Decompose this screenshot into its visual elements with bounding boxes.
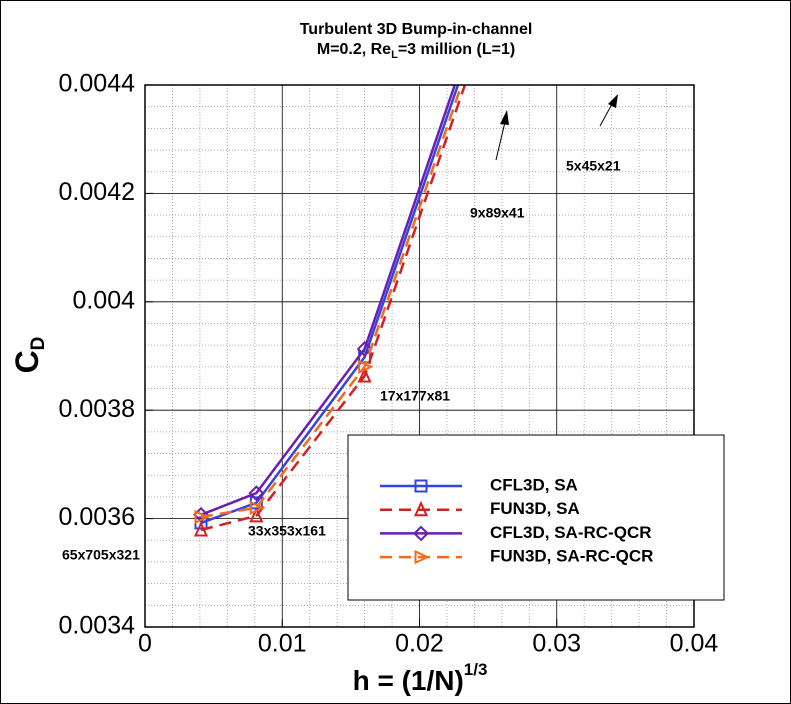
plot-area <box>193 85 467 537</box>
marker <box>193 521 209 537</box>
series-line <box>200 85 467 532</box>
marker <box>357 367 372 383</box>
y-tick-label: 0.0042 <box>59 178 135 206</box>
legend-label: FUN3D, SA <box>490 499 580 518</box>
series-line <box>200 85 463 519</box>
x-tick-label: 0.01 <box>258 630 307 658</box>
legend-label: FUN3D, SA-RC-QCR <box>490 547 653 566</box>
arrows <box>495 94 618 161</box>
marker <box>249 506 264 523</box>
subtitle-subscript: L <box>391 49 398 61</box>
x-tick-label: 0 <box>138 630 152 658</box>
marker <box>414 550 430 565</box>
marker <box>358 359 374 374</box>
legend-box <box>347 434 725 601</box>
arrow <box>599 103 613 127</box>
annotation: 17x177x81 <box>380 388 450 404</box>
y-tick-label: 0.0036 <box>59 503 135 531</box>
y-label-text: C <box>9 350 45 373</box>
chart-subtitle: M=0.2, ReL=3 million (L=1) <box>317 41 515 61</box>
y-tick-label: 0.0038 <box>59 395 135 423</box>
x-label-text: h = (1/N) <box>353 665 464 696</box>
x-axis-label: h = (1/N)1/3 <box>353 660 488 696</box>
x-label-superscript: 1/3 <box>464 660 488 679</box>
annotation: 5x45x21 <box>566 158 621 174</box>
ticks: 0 0.01 0.02 0.03 0.04 0.0034 0.0036 0.0038 0.004… <box>59 70 719 658</box>
x-tick-label: 0.04 <box>670 630 719 658</box>
arrow-head <box>500 110 509 125</box>
y-label-subscript: D <box>28 337 49 351</box>
subtitle-text: M=0.2, Re <box>317 41 391 58</box>
y-tick-label: 0.0044 <box>59 70 136 98</box>
marker <box>249 500 266 515</box>
subtitle-text: =3 million (L=1) <box>398 41 515 58</box>
marker <box>413 500 429 517</box>
y-tick-label: 0.0034 <box>59 612 136 640</box>
legend-label: CFL3D, SA-RC-QCR <box>490 523 652 542</box>
annotation: 9x89x41 <box>470 205 525 221</box>
arrow-head <box>608 94 618 108</box>
x-tick-label: 0.02 <box>395 630 444 658</box>
marker <box>356 341 373 357</box>
chart-title: Turbulent 3D Bump-in-channel <box>300 21 533 38</box>
y-axis-label: CD <box>9 337 49 374</box>
marker <box>248 485 265 502</box>
series-line <box>200 85 457 516</box>
legend-label: CFL3D, SA <box>490 475 578 494</box>
legend: CFL3D, SA FUN3D, SA CFL3D, SA-RC-QCR FUN3D,… <box>380 475 653 566</box>
arrow <box>495 121 506 161</box>
y-tick-label: 0.004 <box>72 286 135 314</box>
annotation: 65x705x321 <box>62 547 140 563</box>
x-tick-label: 0.03 <box>532 630 581 658</box>
marker <box>413 525 429 542</box>
marker <box>414 479 428 493</box>
annotation: 33x353x161 <box>248 523 326 539</box>
marker <box>194 509 210 525</box>
